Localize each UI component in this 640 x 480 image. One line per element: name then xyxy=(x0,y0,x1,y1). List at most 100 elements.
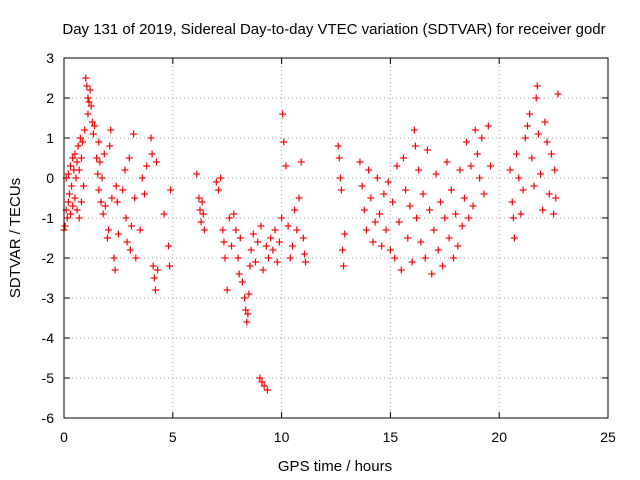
data-point xyxy=(395,218,403,226)
data-point xyxy=(337,186,345,194)
data-point xyxy=(434,246,442,254)
data-point xyxy=(64,170,72,178)
data-point xyxy=(393,162,401,170)
data-point xyxy=(300,250,308,258)
data-point xyxy=(130,130,138,138)
data-point xyxy=(515,174,523,182)
data-point xyxy=(537,170,545,178)
data-point xyxy=(288,242,296,250)
data-point xyxy=(439,262,447,270)
data-point xyxy=(195,194,203,202)
data-point xyxy=(335,154,343,162)
data-point xyxy=(119,186,127,194)
x-tick-label: 25 xyxy=(600,429,616,445)
data-point xyxy=(111,266,119,274)
data-point xyxy=(513,150,521,158)
data-point xyxy=(258,378,266,386)
data-point xyxy=(404,234,412,242)
data-point xyxy=(149,262,157,270)
x-tick-label: 0 xyxy=(60,429,68,445)
data-point xyxy=(480,190,488,198)
data-point xyxy=(235,270,243,278)
data-point xyxy=(408,258,416,266)
axis-ticks xyxy=(63,57,609,419)
data-point xyxy=(517,210,525,218)
data-point xyxy=(406,202,414,210)
data-point xyxy=(230,210,238,218)
data-point xyxy=(299,234,307,242)
plot-frame xyxy=(63,57,609,419)
data-point xyxy=(534,130,542,138)
data-point xyxy=(220,238,228,246)
data-point xyxy=(286,254,294,262)
data-point xyxy=(411,142,419,150)
data-point xyxy=(550,210,558,218)
data-point xyxy=(151,286,159,294)
data-point xyxy=(454,242,462,250)
data-point xyxy=(533,82,541,90)
data-point xyxy=(73,206,81,214)
y-tick-label: -5 xyxy=(42,370,55,386)
data-point xyxy=(273,258,281,266)
data-point xyxy=(238,278,246,286)
data-point xyxy=(214,186,222,194)
data-point xyxy=(154,266,162,274)
data-point xyxy=(99,210,107,218)
data-point xyxy=(279,110,287,118)
x-tick-labels: 0 5 10 15 20 25 xyxy=(60,429,616,445)
data-point xyxy=(160,210,168,218)
data-point xyxy=(271,226,279,234)
data-point xyxy=(447,186,455,194)
data-point xyxy=(532,94,540,102)
data-point xyxy=(510,234,518,242)
data-point xyxy=(126,246,134,254)
y-tick-labels: -6 -5 -4 -3 -2 -1 0 1 2 3 xyxy=(42,50,55,426)
data-point xyxy=(436,198,444,206)
grid-lines xyxy=(64,58,608,418)
data-point xyxy=(219,226,227,234)
y-tick-label: 2 xyxy=(46,90,54,106)
data-point xyxy=(471,126,479,134)
data-point xyxy=(465,214,473,222)
data-point xyxy=(526,110,534,118)
data-point xyxy=(69,154,77,162)
data-point xyxy=(547,150,555,158)
y-tick-label: 0 xyxy=(46,170,54,186)
data-point xyxy=(122,214,130,222)
data-point xyxy=(225,214,233,222)
data-point xyxy=(241,294,249,302)
data-point xyxy=(450,254,458,262)
data-point xyxy=(71,194,79,202)
data-point xyxy=(97,198,105,206)
data-point xyxy=(98,174,106,182)
data-point xyxy=(82,74,90,82)
data-point xyxy=(545,190,553,198)
data-point xyxy=(378,242,386,250)
data-point xyxy=(473,150,481,158)
data-point xyxy=(297,158,305,166)
data-point xyxy=(132,254,140,262)
data-point xyxy=(554,90,562,98)
data-point xyxy=(358,182,366,190)
data-point xyxy=(341,230,349,238)
data-point xyxy=(423,146,431,154)
data-point xyxy=(539,206,547,214)
data-point xyxy=(63,214,71,222)
data-point xyxy=(256,374,264,382)
data-point xyxy=(458,222,466,230)
data-point xyxy=(428,270,436,278)
data-point xyxy=(486,162,494,170)
data-point xyxy=(89,130,97,138)
data-point xyxy=(127,222,135,230)
data-point xyxy=(141,190,149,198)
data-point xyxy=(114,230,122,238)
data-point xyxy=(519,186,527,194)
data-point xyxy=(389,198,397,206)
data-point xyxy=(415,166,423,174)
data-point xyxy=(257,222,265,230)
data-point xyxy=(367,194,375,202)
data-point xyxy=(302,258,310,266)
y-tick-label: -1 xyxy=(42,210,55,226)
data-point xyxy=(244,310,252,318)
data-point xyxy=(445,234,453,242)
